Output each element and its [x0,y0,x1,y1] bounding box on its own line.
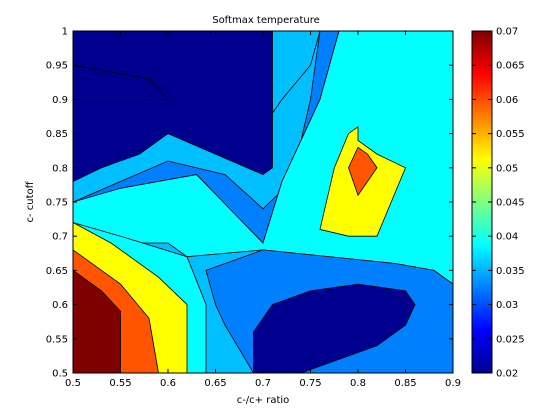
y-tick-label: 0.8 [52,163,68,174]
x-tick-label: 0.65 [204,378,226,389]
y-tick-label: 0.85 [46,129,68,140]
colorbar-tick-label: 0.025 [496,334,525,345]
y-tick-label: 0.65 [46,266,68,277]
chart-title: Softmax temperature [212,15,320,26]
x-tick-label: 0.9 [445,378,461,389]
y-tick-label: 1 [62,27,68,38]
colorbar-tick-label: 0.035 [496,266,525,277]
colorbar-ticks: 0.02 0.025 0.03 0.035 0.04 0.045 0.05 0.055 0.06… [472,27,525,380]
colorbar-tick-label: 0.04 [496,232,518,243]
y-tick-label: 0.7 [52,232,68,243]
colorbar-tick-label: 0.07 [496,27,518,38]
y-tick-label: 0.55 [46,334,68,345]
y-tick-label: 0.6 [52,300,68,311]
colorbar-tick-label: 0.06 [496,95,518,106]
colorbar-tick-label: 0.02 [496,369,518,380]
contour-regions [72,30,454,374]
plot-area [72,30,454,374]
colorbar-tick-label: 0.065 [496,61,525,72]
colorbar-tick-label: 0.055 [496,129,525,140]
x-tick-label: 0.6 [160,378,176,389]
x-axis: 0.5 0.55 0.6 0.65 0.7 0.75 0.8 0.85 0.9 [65,31,461,389]
x-tick-label: 0.5 [65,378,81,389]
x-tick-label: 0.55 [109,378,131,389]
x-tick-label: 0.85 [394,378,416,389]
x-tick-label: 0.7 [255,378,271,389]
colorbar-tick-label: 0.05 [496,163,518,174]
colorbar: 0.02 0.025 0.03 0.035 0.04 0.045 0.05 0.055 0.06… [471,27,525,380]
y-tick-label: 0.95 [46,61,68,72]
contour-region-5 [253,283,416,374]
contour-region-7 [348,146,378,197]
y-axis: 0.5 0.55 0.6 0.65 0.7 0.75 0.8 0.85 0.9 0.95 1 [46,27,453,380]
y-tick-label: 0.9 [52,95,68,106]
colorbar-tick-label: 0.045 [496,198,525,209]
y-tick-label: 0.5 [52,369,68,380]
x-tick-label: 0.8 [350,378,366,389]
y-axis-label: c- cutoff [25,180,36,222]
x-axis-label: c-/c+ ratio [237,395,290,406]
x-tick-label: 0.75 [299,378,321,389]
y-tick-label: 0.75 [46,198,68,209]
colorbar-tick-label: 0.03 [496,300,518,311]
